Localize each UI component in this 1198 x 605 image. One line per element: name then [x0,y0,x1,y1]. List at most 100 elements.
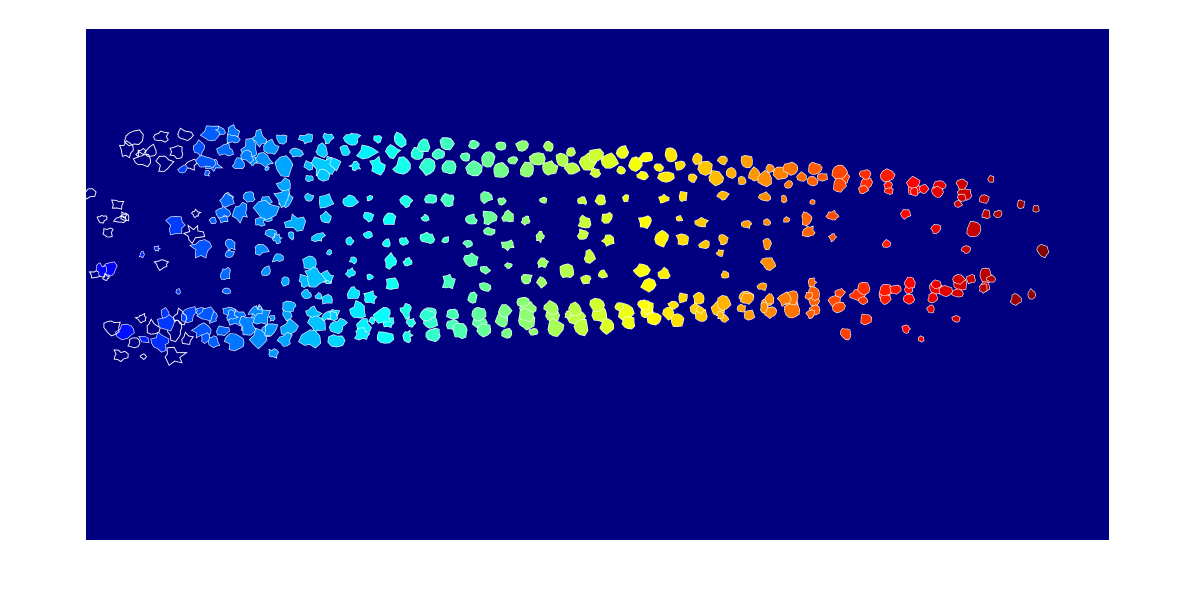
segmented-cell [564,310,572,320]
segmented-cell [328,317,348,335]
segmented-cell [86,188,97,200]
segmented-cell [376,331,395,344]
segmented-cell [252,199,280,221]
segmented-cell [764,293,775,305]
segmented-cell [927,292,938,304]
segmented-cell [951,315,961,323]
segmented-cell [577,196,588,206]
segmented-cell [880,168,896,183]
segmented-cell [216,142,234,157]
segmented-cell [930,224,942,234]
segmented-cell [467,291,478,304]
segmented-cell [263,138,280,155]
segmented-cell [190,208,202,219]
segmented-cell [675,215,684,222]
segmented-cell [614,302,624,311]
segmented-cell [664,147,678,163]
segmented-cell [164,346,188,366]
segmented-cell [155,155,175,172]
segmented-cell [177,127,194,141]
segmented-cell [139,353,147,360]
segmented-cell [402,256,413,267]
segmented-cell [280,276,290,287]
segmented-cell [698,239,710,250]
segmented-cell [464,213,478,225]
segmented-cell [715,249,724,257]
segmented-cell [321,311,332,322]
segmented-cell [1016,199,1025,209]
segmented-cell [881,239,892,248]
segmented-cell [653,163,664,172]
segmented-cell [528,327,539,336]
segmented-cell [720,270,730,279]
segmented-cell [583,248,597,264]
segmented-cell [840,328,852,341]
segmented-cell [463,252,479,268]
segmented-cell [516,296,531,307]
segmented-cell [206,335,221,348]
segmented-cell [150,331,170,353]
segmented-cell [216,325,230,337]
segmented-cell [817,173,829,182]
segmented-cell [339,145,351,156]
segmented-cell [204,169,211,177]
segmented-cell [264,323,279,337]
segmented-cell [441,160,457,175]
segmented-cell [736,303,746,313]
segmented-cell [589,148,605,164]
segmented-cell [326,249,333,256]
segmented-cell [918,184,930,194]
segmented-cell [559,263,575,279]
segmented-cell [440,193,455,208]
segmented-cell [260,265,271,277]
segmented-cell [808,161,823,175]
segmented-cell [688,173,698,183]
segmented-cell [446,308,460,320]
segmented-cell [900,209,912,220]
segmented-cell [565,147,576,157]
segmented-cell [589,167,602,178]
segmented-cell [431,148,446,160]
segmented-cell [113,349,129,363]
segmented-cell [857,296,869,306]
segmented-cell [925,304,935,314]
segmented-cell [354,327,371,341]
segmented-cell [615,145,630,159]
segmented-cell [480,191,494,205]
segmented-cell [419,231,436,245]
segmented-cell [537,257,550,269]
segmented-cell [382,238,391,248]
segmented-cell [640,277,657,293]
segmented-cell [497,197,507,206]
segmented-cell [304,266,327,288]
segmented-cell [223,333,245,352]
segmented-cell [781,194,788,204]
segmented-cell [416,138,431,152]
segmented-cell [918,335,925,343]
segmented-cell [305,175,314,183]
segmented-cell [739,292,755,305]
segmented-cell [807,277,818,288]
segmented-cell [740,220,753,229]
segmented-cell [725,166,737,179]
segmented-cell [801,211,813,227]
segmented-cell [889,284,902,295]
segmented-cell [318,193,335,209]
segmented-cell [356,144,380,160]
segmented-cell [221,287,232,295]
segmented-cell [298,329,322,349]
segmented-cell [276,331,293,347]
segmented-cell [500,239,515,252]
segmented-cell [542,140,554,152]
segmented-cell [307,315,326,332]
segmented-cell [424,194,438,204]
segmented-cell [372,306,391,324]
segmented-cell [247,305,263,317]
segmented-cell [165,215,186,236]
segmented-cell [465,160,483,177]
segmented-cell [535,230,545,244]
segmented-cell [858,169,872,180]
segmented-cell [598,269,608,279]
segmented-cell [384,251,398,270]
